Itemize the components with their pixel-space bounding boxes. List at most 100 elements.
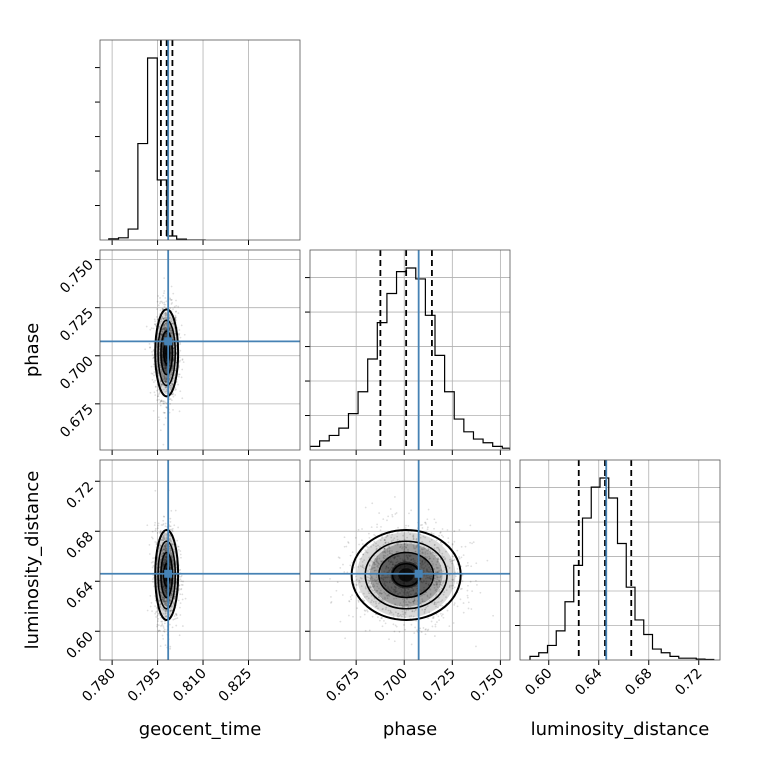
sample-point bbox=[172, 354, 175, 357]
sample-point bbox=[398, 555, 400, 558]
sample-point bbox=[453, 540, 456, 543]
sample-point bbox=[421, 560, 423, 563]
sample-point bbox=[165, 378, 168, 381]
sample-point bbox=[170, 594, 173, 597]
sample-point bbox=[178, 634, 181, 637]
sample-point bbox=[447, 541, 450, 544]
sample-point bbox=[165, 328, 168, 331]
sample-point bbox=[371, 502, 374, 505]
sample-point bbox=[360, 577, 363, 580]
sample-point bbox=[162, 443, 165, 446]
sample-point bbox=[436, 590, 438, 593]
sample-point bbox=[486, 559, 489, 562]
sample-point bbox=[161, 317, 164, 319]
sample-point bbox=[414, 593, 416, 595]
sample-point bbox=[393, 589, 396, 591]
sample-point bbox=[381, 599, 383, 601]
sample-point bbox=[165, 322, 167, 325]
sample-point bbox=[367, 597, 370, 600]
sample-point bbox=[397, 615, 400, 618]
sample-point bbox=[408, 555, 411, 557]
sample-point bbox=[403, 543, 406, 545]
sample-point bbox=[181, 584, 184, 586]
sample-point bbox=[431, 625, 434, 628]
sample-point bbox=[155, 542, 158, 545]
sample-point bbox=[368, 585, 371, 588]
sample-point bbox=[378, 512, 381, 514]
sample-point bbox=[162, 596, 165, 599]
sample-point bbox=[358, 543, 361, 546]
sample-point bbox=[162, 359, 164, 362]
sample-point bbox=[156, 338, 159, 341]
sample-point bbox=[160, 524, 163, 526]
sample-point bbox=[383, 620, 385, 622]
sample-point bbox=[164, 549, 167, 552]
sample-point bbox=[156, 308, 158, 310]
sample-point bbox=[163, 597, 166, 600]
sample-point bbox=[162, 563, 165, 565]
sample-point bbox=[383, 539, 386, 541]
sample-point bbox=[172, 395, 175, 398]
sample-point bbox=[175, 319, 177, 322]
sample-point bbox=[164, 314, 167, 316]
sample-point bbox=[421, 600, 424, 603]
sample-point bbox=[172, 322, 175, 325]
sample-point bbox=[432, 552, 435, 554]
sample-point bbox=[410, 623, 413, 626]
sample-point bbox=[175, 344, 178, 346]
sample-point bbox=[383, 547, 386, 550]
sample-point bbox=[177, 545, 179, 548]
sample-point bbox=[163, 628, 166, 631]
sample-point bbox=[376, 523, 379, 526]
sample-point bbox=[437, 615, 440, 618]
sample-point bbox=[414, 547, 417, 550]
sample-point bbox=[394, 588, 397, 590]
sample-point bbox=[438, 583, 441, 586]
sample-point bbox=[384, 584, 387, 587]
sample-point bbox=[163, 292, 165, 295]
sample-point bbox=[171, 393, 174, 396]
sample-point bbox=[472, 541, 475, 544]
sample-point bbox=[434, 589, 437, 592]
sample-point bbox=[377, 602, 380, 605]
sample-point bbox=[358, 579, 361, 582]
sample-point bbox=[429, 557, 432, 560]
sample-point bbox=[373, 540, 376, 543]
sample-point bbox=[396, 558, 398, 561]
sample-point bbox=[377, 566, 379, 569]
sample-point bbox=[170, 606, 173, 609]
sample-point bbox=[383, 547, 386, 550]
sample-point bbox=[438, 580, 440, 583]
sample-point bbox=[179, 575, 182, 578]
sample-point bbox=[430, 570, 433, 573]
sample-point bbox=[179, 343, 182, 345]
sample-point bbox=[394, 590, 397, 593]
sample-point bbox=[168, 587, 171, 590]
sample-point bbox=[383, 539, 386, 541]
sample-point bbox=[376, 589, 378, 592]
sample-point bbox=[424, 536, 427, 539]
sample-point bbox=[398, 591, 401, 594]
sample-point bbox=[149, 328, 152, 331]
sample-point bbox=[165, 616, 167, 619]
sample-point bbox=[377, 583, 379, 585]
sample-point bbox=[370, 545, 372, 548]
sample-point bbox=[175, 310, 178, 313]
sample-point bbox=[438, 570, 441, 572]
sample-point bbox=[164, 615, 167, 618]
sample-point bbox=[163, 600, 166, 603]
sample-point bbox=[397, 587, 400, 590]
sample-point bbox=[399, 545, 402, 548]
sample-point bbox=[405, 592, 408, 595]
sample-point bbox=[342, 563, 344, 566]
sample-point bbox=[422, 593, 424, 596]
sample-point bbox=[388, 563, 391, 565]
sample-point bbox=[168, 563, 171, 566]
sample-point bbox=[165, 366, 167, 369]
sample-point bbox=[169, 609, 171, 612]
sample-point bbox=[175, 578, 178, 580]
sample-point bbox=[385, 541, 387, 544]
sample-point bbox=[402, 534, 405, 537]
sample-point bbox=[330, 596, 332, 598]
sample-point bbox=[415, 562, 417, 565]
